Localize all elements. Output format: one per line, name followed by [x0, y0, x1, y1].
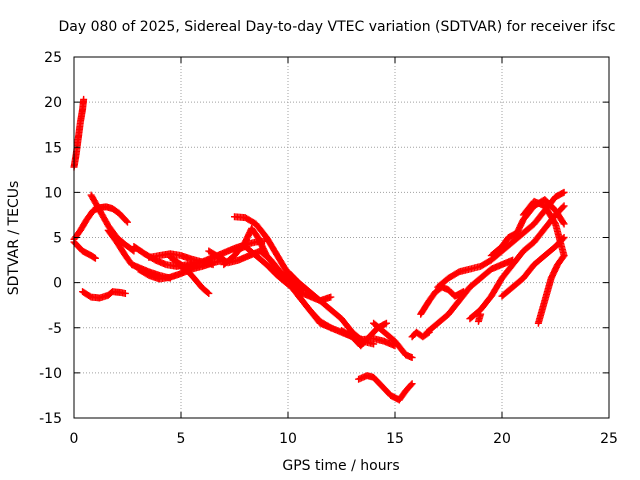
grid-lines: [74, 57, 609, 418]
x-tick-label: 5: [177, 431, 186, 447]
data-point: [124, 218, 131, 226]
data-point: [559, 203, 567, 211]
series-s5: [87, 191, 138, 255]
series-s2: [70, 203, 131, 243]
x-axis-label: GPS time / hours: [282, 458, 399, 474]
y-tick-label: 0: [53, 276, 62, 292]
data-point: [560, 252, 568, 260]
data-point: [560, 188, 568, 196]
y-tick-label: 25: [44, 50, 62, 66]
series-s3: [70, 238, 99, 262]
y-tick-label: 15: [44, 140, 62, 156]
data-point: [122, 217, 130, 225]
x-tick-label: 15: [386, 431, 404, 447]
data-point: [559, 253, 567, 261]
series-s23: [423, 256, 517, 336]
series-s19: [370, 319, 416, 362]
data-point: [408, 354, 416, 362]
data-point: [327, 293, 335, 301]
data-point: [477, 310, 485, 318]
series-s28: [519, 197, 568, 260]
data-point: [408, 380, 416, 388]
data-point: [382, 319, 390, 327]
data-point: [121, 289, 129, 297]
series-s1: [70, 95, 88, 171]
series-s29: [534, 252, 568, 327]
y-axis-label: SDTVAR / TECUs: [6, 181, 22, 296]
data-point: [91, 254, 99, 262]
series-s21: [408, 328, 433, 341]
x-tick-label: 0: [70, 431, 79, 447]
y-tick-label: -10: [39, 366, 62, 382]
data-point: [204, 289, 212, 297]
series-s22: [417, 283, 467, 318]
series-s20: [355, 372, 416, 404]
x-tick-label: 10: [279, 431, 297, 447]
series-s4: [79, 288, 129, 302]
data-point: [560, 220, 568, 228]
y-tick-label: 5: [53, 231, 62, 247]
data-point: [407, 381, 415, 389]
data-points: [70, 95, 568, 404]
data-point: [560, 202, 568, 210]
series-s13: [231, 213, 303, 291]
axis-ticks: 0 5 10 15 20 25 -15 -10 -5 0 5 10 15 20 25: [39, 50, 618, 447]
chart-title: Day 080 of 2025, Sidereal Day-to-day VTE…: [58, 19, 615, 35]
y-tick-label: -15: [39, 411, 62, 427]
data-point: [205, 289, 213, 297]
series-s30: [474, 310, 485, 325]
y-tick-label: 20: [44, 95, 62, 111]
data-point: [80, 95, 88, 103]
data-point: [559, 219, 567, 227]
series-s9: [134, 256, 228, 283]
series-s27: [498, 234, 568, 300]
x-tick-label: 25: [600, 431, 618, 447]
y-tick-label: -5: [48, 321, 62, 337]
y-tick-label: 10: [44, 185, 62, 201]
series-s16: [284, 268, 378, 348]
x-tick-label: 20: [493, 431, 511, 447]
